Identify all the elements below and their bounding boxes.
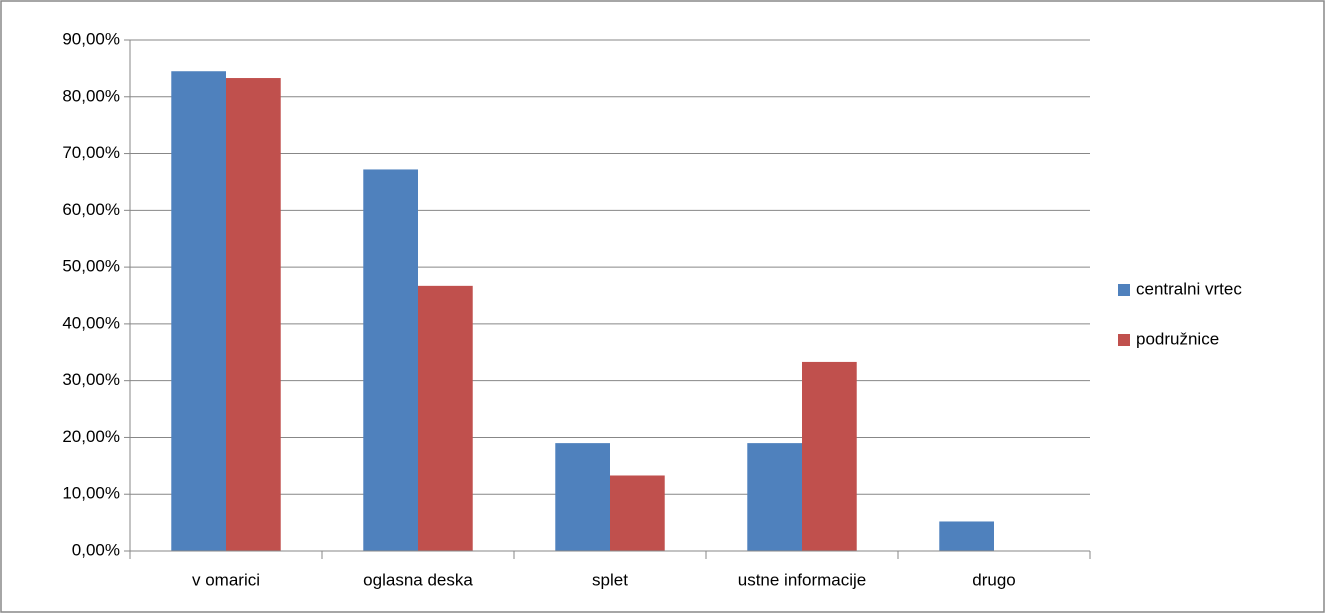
x-tick-label: v omarici — [192, 570, 260, 589]
y-tick-label: 30,00% — [62, 370, 120, 389]
x-tick-label: ustne informacije — [738, 570, 867, 589]
y-tick-label: 60,00% — [62, 200, 120, 219]
bar — [171, 71, 226, 551]
y-tick-label: 70,00% — [62, 143, 120, 162]
legend-swatch — [1118, 284, 1130, 296]
bar — [747, 443, 802, 551]
legend-swatch — [1118, 334, 1130, 346]
y-tick-label: 20,00% — [62, 427, 120, 446]
y-tick-label: 40,00% — [62, 313, 120, 332]
bar — [226, 78, 281, 552]
legend-label: podružnice — [1136, 329, 1219, 348]
bar — [555, 443, 610, 551]
y-tick-label: 50,00% — [62, 257, 120, 276]
bar — [802, 361, 857, 551]
bar — [363, 169, 418, 551]
x-tick-label: oglasna deska — [363, 570, 473, 589]
y-tick-label: 0,00% — [72, 540, 120, 559]
y-tick-label: 80,00% — [62, 86, 120, 105]
x-tick-label: drugo — [972, 570, 1015, 589]
bar — [418, 285, 473, 551]
bar — [610, 475, 665, 551]
bar — [939, 521, 994, 551]
legend-label: centralni vrtec — [1136, 279, 1242, 298]
x-tick-label: splet — [592, 570, 628, 589]
y-tick-label: 10,00% — [62, 484, 120, 503]
y-tick-label: 90,00% — [62, 29, 120, 48]
